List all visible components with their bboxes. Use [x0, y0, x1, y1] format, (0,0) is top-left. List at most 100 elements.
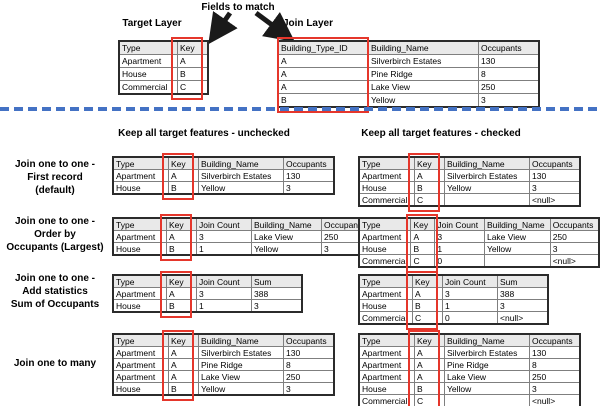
table-cell: 3	[497, 299, 549, 312]
scenario-label-line: Add statistics	[22, 286, 88, 297]
table-cell: <null>	[529, 394, 581, 406]
table-cell: Silverbirch Estates	[444, 346, 530, 359]
scenario-label-line: First record	[27, 172, 83, 183]
header-row: Type Key Join Count Building_Name Occupants	[358, 217, 600, 231]
table-row: Apartment A Lake View 250	[112, 370, 335, 383]
table-row: House B	[118, 67, 209, 81]
table-cell: Yellow	[251, 242, 322, 256]
table-cell: Lake View	[483, 230, 551, 243]
column-header-cell: Building_Name	[198, 156, 284, 170]
data-table: Type Key Building_Name Occupants Apartment A S…	[358, 333, 581, 406]
table-row: Apartment A 3 388	[358, 287, 549, 300]
checked-column-header: Keep all target features - checked	[361, 128, 521, 139]
table-cell: Commercial	[358, 193, 415, 207]
table-cell: 388	[497, 287, 549, 300]
table-row: Commercial C <null>	[358, 394, 581, 406]
table-cell: B	[166, 299, 197, 313]
table-cell: B	[410, 242, 436, 255]
table-cell: 250	[549, 230, 600, 243]
column-header-cell: Key	[412, 274, 443, 288]
column-header-cell: Occupants	[529, 156, 581, 170]
table-cell	[444, 193, 530, 207]
dashed-separator	[0, 107, 600, 111]
data-table: Type Key Join Count Sum Apartment A 3 388 House B…	[358, 274, 549, 325]
table-row: Commercial C	[118, 80, 209, 95]
column-header-cell: Key	[166, 274, 197, 288]
header-row: Type Key Join Count Building_Name Occupants	[112, 217, 375, 231]
column-header-cell: Occupants	[529, 333, 581, 347]
table-cell: Apartment	[112, 287, 167, 300]
table-cell: 0	[434, 254, 485, 268]
column-header-cell: Key	[177, 40, 209, 55]
target-layer-table: Type Key Apartment A House B Commercial C	[118, 37, 209, 100]
column-header-cell: Key	[414, 333, 445, 347]
column-header-cell: Sum	[497, 274, 549, 288]
table-cell	[483, 254, 551, 268]
table-cell: 3	[442, 287, 498, 300]
table-row: Apartment A 3 Lake View 250	[112, 230, 375, 243]
table-cell: B	[277, 93, 369, 108]
table-cell: A	[414, 358, 445, 371]
table-row: Commercial C <null>	[358, 193, 581, 207]
column-header-cell: Building_Name	[198, 333, 284, 347]
table-cell: Pine Ridge	[444, 358, 530, 371]
table-cell: Apartment	[358, 370, 415, 383]
table-cell: A	[168, 370, 199, 383]
table-cell: 130	[529, 346, 581, 359]
data-table: Type Key Building_Name Occupants Apartment A S…	[358, 156, 581, 207]
table-row: Apartment A Silverbirch Estates 130	[358, 169, 581, 182]
table-cell: A	[277, 80, 369, 94]
column-header-cell: Type	[112, 217, 167, 231]
table-row: A Silverbirch Estates 130	[277, 54, 540, 68]
table-cell: A	[410, 230, 436, 243]
table-cell: A	[414, 370, 445, 383]
table-row: Apartment A	[118, 54, 209, 68]
unchecked-column-header: Keep all target features - unchecked	[118, 128, 290, 139]
table-cell: 1	[434, 242, 485, 255]
table-cell: Apartment	[112, 358, 169, 371]
column-header-cell: Sum	[251, 274, 303, 288]
column-header-cell: Building_Name	[251, 217, 322, 231]
table-cell: House	[358, 299, 413, 312]
table-cell: B	[412, 299, 443, 312]
table-cell: House	[358, 382, 415, 395]
header-row: Type Key Building_Name Occupants	[112, 156, 335, 170]
fields-to-match-label: Fields to match	[201, 2, 275, 13]
table-cell: Apartment	[118, 54, 178, 68]
column-header-cell: Key	[168, 156, 199, 170]
table-cell: A	[166, 287, 197, 300]
table-cell: Apartment	[112, 169, 169, 182]
table-cell: 3	[196, 287, 252, 300]
data-table: Type Key Building_Name Occupants Apartment A S…	[112, 333, 335, 396]
table-cell: A	[168, 346, 199, 359]
table-cell: House	[112, 382, 169, 396]
table-cell: <null>	[497, 311, 549, 325]
table-cell: A	[177, 54, 209, 68]
data-table: Building_Type_ID Building_Name Occupants A S…	[277, 40, 540, 108]
table-cell: B	[168, 382, 199, 396]
data-table: Type Key Join Count Building_Name Occupants A…	[358, 217, 600, 268]
table-cell: Apartment	[358, 358, 415, 371]
table-cell: Commercial	[358, 394, 415, 406]
table-row: A Lake View 250	[277, 80, 540, 94]
table-cell: <null>	[529, 193, 581, 207]
table-row: House B 1 Yellow 3	[358, 242, 600, 255]
table-row: House B Yellow 3	[358, 382, 581, 395]
table-cell: 130	[283, 169, 335, 182]
header-row: Type Key	[118, 40, 209, 55]
header-row: Type Key Building_Name Occupants	[358, 333, 581, 347]
table-cell: Yellow	[444, 181, 530, 194]
table-cell: Commercial	[118, 80, 178, 95]
column-header-cell: Join Count	[196, 274, 252, 288]
table-cell: 1	[196, 242, 252, 256]
table-cell: Lake View	[251, 230, 322, 243]
table-cell: Apartment	[358, 346, 415, 359]
table-cell: Pine Ridge	[368, 67, 479, 81]
table-cell: A	[168, 358, 199, 371]
table-row: Apartment A Lake View 250	[358, 370, 581, 383]
table-row: House B 1 Yellow 3	[112, 242, 375, 256]
scenario1-unchecked-table: Type Key Building_Name Occupants Apartment A S…	[112, 153, 335, 200]
table-cell: Apartment	[358, 230, 412, 243]
table-cell: 8	[529, 358, 581, 371]
scenario-label-line: (default)	[35, 185, 75, 196]
